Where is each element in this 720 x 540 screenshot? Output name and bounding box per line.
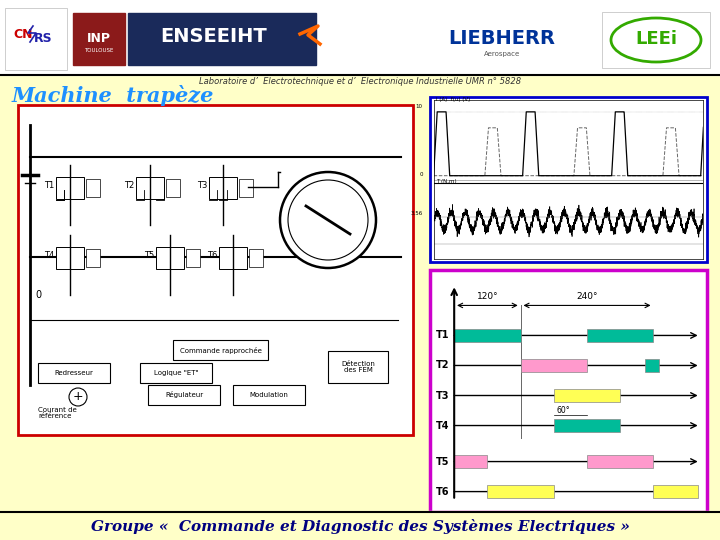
Ellipse shape: [611, 18, 701, 62]
Text: 240°: 240°: [576, 292, 598, 301]
Bar: [136, 177, 164, 199]
Bar: [140, 363, 212, 383]
Text: 0: 0: [35, 290, 41, 300]
Text: T6: T6: [207, 251, 217, 260]
Text: 120°: 120°: [477, 292, 498, 301]
Circle shape: [280, 172, 376, 268]
Circle shape: [69, 388, 87, 406]
Text: Commande rapprochée: Commande rapprochée: [179, 347, 261, 354]
Text: T5: T5: [436, 456, 450, 467]
Text: T6: T6: [436, 487, 450, 497]
Text: T (N.m): T (N.m): [436, 179, 457, 185]
Bar: [454, 329, 521, 342]
Bar: [554, 389, 620, 402]
Bar: [249, 249, 263, 267]
Text: LEEi: LEEi: [635, 30, 677, 48]
Text: T3: T3: [436, 390, 450, 401]
Bar: [219, 247, 247, 269]
Text: T1: T1: [44, 180, 54, 190]
Bar: [186, 249, 200, 267]
Text: ENSEEIHT: ENSEEIHT: [161, 28, 267, 46]
Text: 60°: 60°: [557, 406, 570, 415]
Text: Modulation: Modulation: [250, 392, 289, 398]
Text: Machine  trapèze: Machine trapèze: [12, 85, 215, 106]
Bar: [86, 249, 100, 267]
Text: T2: T2: [124, 180, 134, 190]
Bar: [18, 105, 413, 435]
Bar: [410, 19, 595, 64]
Bar: [239, 179, 253, 197]
Bar: [73, 13, 125, 65]
Bar: [587, 329, 654, 342]
Text: LIEBHERR: LIEBHERR: [449, 29, 556, 48]
Bar: [521, 359, 587, 372]
Text: Détection
des FEM: Détection des FEM: [341, 361, 375, 374]
Text: INP: INP: [87, 32, 111, 45]
Text: T3: T3: [197, 180, 207, 190]
Text: T5: T5: [144, 251, 154, 260]
Text: RS: RS: [34, 32, 53, 45]
Bar: [56, 247, 84, 269]
Text: Courant de
référence: Courant de référence: [38, 407, 77, 420]
Bar: [587, 455, 654, 468]
Text: Groupe «  Commande et Diagnostic des Systèmes Electriques »: Groupe « Commande et Diagnostic des Syst…: [91, 518, 629, 534]
Bar: [56, 177, 84, 199]
Bar: [128, 13, 316, 65]
Bar: [166, 179, 180, 197]
Bar: [430, 97, 707, 262]
Text: T4: T4: [44, 251, 54, 260]
Text: i (A)  f(u) (V): i (A) f(u) (V): [436, 97, 471, 102]
Bar: [645, 359, 659, 372]
Text: 3.56: 3.56: [410, 211, 423, 215]
Text: Logique "ET": Logique "ET": [153, 370, 198, 376]
Bar: [328, 351, 388, 383]
Bar: [156, 247, 184, 269]
Bar: [38, 363, 110, 383]
Text: Redresseur: Redresseur: [55, 370, 94, 376]
Bar: [0, 511, 720, 540]
Text: Régulateur: Régulateur: [165, 392, 203, 399]
Text: Aerospace: Aerospace: [484, 51, 520, 57]
Text: T4: T4: [436, 421, 450, 430]
Bar: [5, 8, 67, 70]
Bar: [430, 270, 707, 512]
Text: +: +: [73, 390, 84, 403]
Bar: [602, 12, 710, 68]
Text: 10: 10: [416, 104, 423, 109]
Text: Laboratoire d’  Electrotechnique et d’  Electronique Industrielle UMR n° 5828: Laboratoire d’ Electrotechnique et d’ El…: [199, 77, 521, 86]
Text: TOULOUSE: TOULOUSE: [84, 49, 114, 53]
Bar: [654, 485, 698, 498]
Bar: [233, 385, 305, 405]
Text: T2: T2: [436, 361, 450, 370]
Bar: [0, 0, 720, 75]
Text: CN: CN: [13, 29, 32, 42]
Text: 0: 0: [419, 172, 423, 177]
Text: T1: T1: [436, 330, 450, 340]
Bar: [487, 485, 554, 498]
Bar: [148, 385, 220, 405]
Bar: [554, 419, 620, 433]
Bar: [173, 340, 268, 360]
Circle shape: [288, 180, 368, 260]
Bar: [86, 179, 100, 197]
Bar: [209, 177, 237, 199]
Bar: [454, 455, 487, 468]
